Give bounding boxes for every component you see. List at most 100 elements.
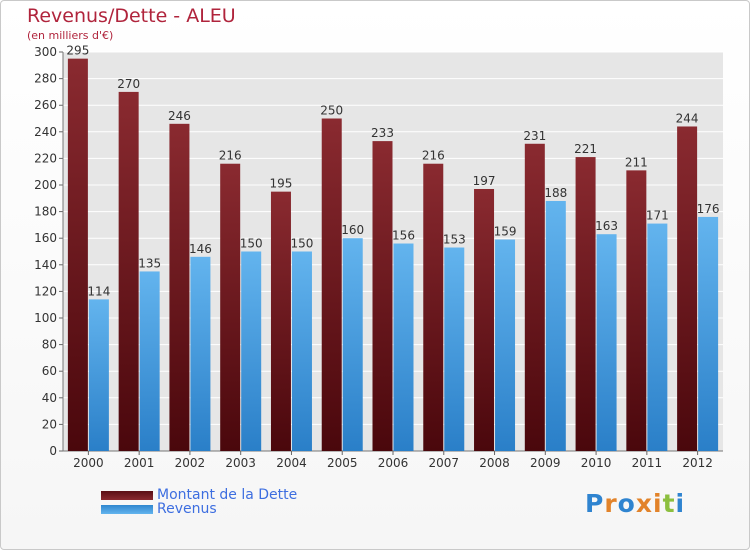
bar-dette bbox=[524, 143, 545, 451]
x-tick-label: 2007 bbox=[428, 456, 459, 470]
data-label-dette: 270 bbox=[117, 77, 140, 91]
bar-revenus bbox=[342, 238, 363, 451]
legend-label-dette: Montant de la Dette bbox=[157, 487, 298, 503]
bar-dette bbox=[118, 91, 139, 452]
data-label-dette: 195 bbox=[270, 177, 293, 191]
x-tick-label: 2003 bbox=[225, 456, 256, 470]
bar-dette bbox=[372, 141, 393, 452]
bar-dette bbox=[321, 118, 342, 451]
data-label-revenus: 150 bbox=[240, 237, 263, 251]
y-tick-label: 280 bbox=[34, 72, 57, 86]
x-tick-label: 2005 bbox=[327, 456, 358, 470]
y-tick-label: 240 bbox=[34, 125, 57, 139]
data-label-revenus: 156 bbox=[392, 229, 415, 243]
legend-item-dette: Montant de la Dette bbox=[101, 487, 297, 503]
y-tick-label: 260 bbox=[34, 98, 57, 112]
data-label-revenus: 159 bbox=[494, 225, 517, 239]
proxiti-logo: Proxiti bbox=[585, 489, 685, 518]
chart-subtitle: (en milliers d'€) bbox=[27, 29, 114, 42]
logo-letter: r bbox=[604, 489, 618, 518]
x-tick-label: 2004 bbox=[276, 456, 307, 470]
data-label-revenus: 160 bbox=[341, 223, 364, 237]
data-label-revenus: 114 bbox=[87, 284, 110, 298]
y-tick-label: 100 bbox=[34, 311, 57, 325]
bar-revenus bbox=[241, 251, 262, 451]
data-label-dette: 221 bbox=[574, 142, 597, 156]
data-label-revenus: 171 bbox=[646, 209, 669, 223]
data-label-revenus: 150 bbox=[291, 237, 314, 251]
x-tick-label: 2002 bbox=[175, 456, 206, 470]
y-tick-label: 220 bbox=[34, 151, 57, 165]
bar-dette bbox=[169, 123, 190, 451]
bar-revenus bbox=[647, 223, 668, 451]
y-tick-label: 80 bbox=[42, 338, 57, 352]
data-label-dette: 211 bbox=[625, 155, 648, 169]
x-tick-label: 2001 bbox=[124, 456, 155, 470]
y-tick-label: 140 bbox=[34, 258, 57, 272]
bar-revenus bbox=[698, 216, 719, 451]
bar-dette bbox=[423, 163, 444, 451]
legend-label-revenus: Revenus bbox=[157, 501, 217, 517]
bar-revenus bbox=[139, 271, 160, 451]
y-tick-label: 20 bbox=[42, 417, 57, 431]
y-tick-label: 0 bbox=[49, 444, 57, 458]
data-label-dette: 250 bbox=[320, 104, 343, 118]
y-tick-label: 40 bbox=[42, 391, 57, 405]
logo-letter: o bbox=[617, 489, 636, 518]
bar-dette bbox=[626, 170, 647, 451]
chart-title: Revenus/Dette - ALEU bbox=[27, 5, 236, 27]
y-tick-label: 180 bbox=[34, 205, 57, 219]
logo-letter: i bbox=[675, 489, 686, 518]
data-label-revenus: 135 bbox=[138, 256, 161, 270]
x-tick-label: 2006 bbox=[378, 456, 409, 470]
bar-dette bbox=[67, 58, 88, 452]
x-tick-label: 2010 bbox=[581, 456, 612, 470]
bar-dette bbox=[220, 163, 241, 451]
logo-letter: t bbox=[662, 489, 676, 518]
logo-letter: i bbox=[653, 489, 663, 518]
bar-dette bbox=[474, 188, 495, 452]
data-label-dette: 233 bbox=[371, 126, 394, 140]
y-tick-label: 160 bbox=[34, 231, 57, 245]
logo-letter: x bbox=[635, 489, 653, 518]
bar-revenus bbox=[444, 247, 465, 451]
bar-dette bbox=[677, 126, 698, 451]
bar-dette bbox=[575, 157, 596, 451]
bar-dette bbox=[270, 191, 291, 451]
data-label-dette: 246 bbox=[168, 109, 191, 123]
logo-letter: P bbox=[585, 489, 605, 518]
x-tick-label: 2012 bbox=[682, 456, 713, 470]
x-tick-label: 2008 bbox=[479, 456, 510, 470]
x-tick-label: 2000 bbox=[73, 456, 104, 470]
x-tick-label: 2009 bbox=[530, 456, 561, 470]
bar-revenus bbox=[88, 299, 109, 451]
y-tick-label: 200 bbox=[34, 178, 57, 192]
bar-revenus bbox=[596, 234, 617, 451]
data-label-dette: 216 bbox=[219, 149, 242, 163]
x-tick-label: 2011 bbox=[632, 456, 663, 470]
data-label-dette: 197 bbox=[473, 174, 496, 188]
data-label-revenus: 153 bbox=[443, 233, 466, 247]
data-label-revenus: 188 bbox=[544, 186, 567, 200]
y-tick-label: 300 bbox=[34, 45, 57, 59]
plot-area bbox=[63, 52, 723, 451]
data-label-dette: 231 bbox=[523, 129, 546, 143]
legend-swatch-dette bbox=[101, 490, 153, 500]
y-tick-label: 120 bbox=[34, 284, 57, 298]
bar-revenus bbox=[190, 256, 211, 451]
data-label-revenus: 163 bbox=[595, 219, 618, 233]
bar-revenus bbox=[495, 239, 516, 451]
bar-revenus bbox=[545, 200, 566, 451]
y-tick-label: 60 bbox=[42, 364, 57, 378]
legend-swatch-revenus bbox=[101, 504, 153, 514]
data-label-dette: 295 bbox=[66, 44, 89, 58]
legend-item-revenus: Revenus bbox=[101, 501, 217, 517]
data-label-dette: 244 bbox=[676, 111, 699, 125]
bar-revenus bbox=[291, 251, 312, 451]
data-label-revenus: 146 bbox=[189, 242, 212, 256]
data-label-dette: 216 bbox=[422, 149, 445, 163]
data-label-revenus: 176 bbox=[697, 202, 720, 216]
bar-revenus bbox=[393, 243, 414, 451]
